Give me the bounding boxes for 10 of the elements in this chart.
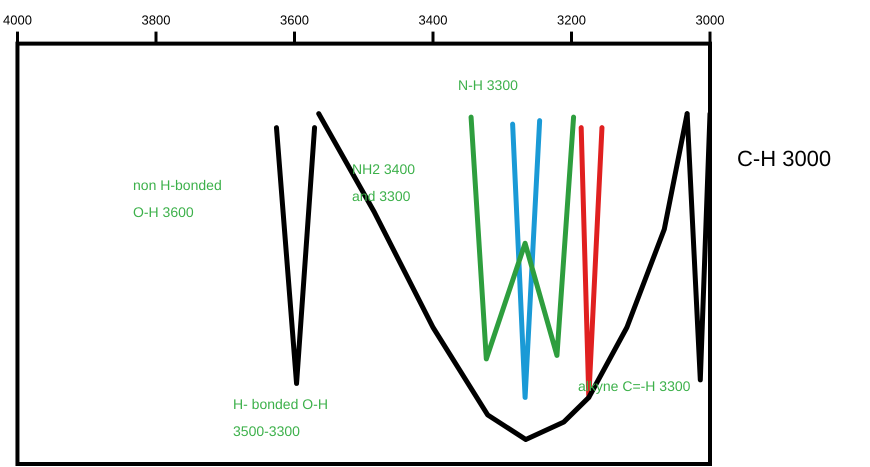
x-tick-label: 3600 xyxy=(280,12,309,28)
text: C-H 3000 xyxy=(737,145,832,172)
x-tick-label: 4000 xyxy=(3,12,32,28)
annotation: non H-bonded O-H 3600 xyxy=(133,176,222,222)
x-tick-label: 3000 xyxy=(696,12,724,28)
x-tick-label: 3400 xyxy=(418,12,448,28)
text: N-H 3300 xyxy=(458,76,518,95)
x-tick-label: 3800 xyxy=(142,12,170,28)
annotation: H- bonded O-H 3500-3300 xyxy=(233,395,328,441)
x-tick-label: 3200 xyxy=(557,12,586,28)
